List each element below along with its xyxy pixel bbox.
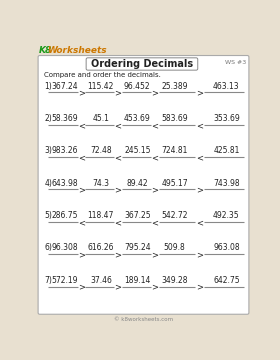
Text: 58.369: 58.369 xyxy=(51,114,78,123)
Text: 6): 6) xyxy=(44,243,52,252)
Text: >: > xyxy=(115,283,122,292)
Text: 495.17: 495.17 xyxy=(161,179,188,188)
Text: 453.69: 453.69 xyxy=(124,114,151,123)
Text: 616.26: 616.26 xyxy=(88,243,114,252)
Text: <: < xyxy=(152,218,159,227)
Text: 642.75: 642.75 xyxy=(213,276,240,285)
Text: 542.72: 542.72 xyxy=(161,211,188,220)
Text: 743.98: 743.98 xyxy=(213,179,240,188)
Text: >: > xyxy=(196,89,203,98)
Text: 349.28: 349.28 xyxy=(161,276,188,285)
Text: >: > xyxy=(152,251,159,260)
Text: 367.24: 367.24 xyxy=(51,82,78,91)
Text: 367.25: 367.25 xyxy=(124,211,151,220)
Text: © k8worksheets.com: © k8worksheets.com xyxy=(114,316,173,321)
Text: 115.42: 115.42 xyxy=(88,82,114,91)
Text: >: > xyxy=(78,186,85,195)
Text: 583.69: 583.69 xyxy=(161,114,188,123)
Text: 45.1: 45.1 xyxy=(92,114,109,123)
Text: 37.46: 37.46 xyxy=(90,276,112,285)
Text: >: > xyxy=(152,283,159,292)
Text: <: < xyxy=(196,121,203,130)
Text: >: > xyxy=(152,186,159,195)
Text: >: > xyxy=(78,251,85,260)
Text: 4): 4) xyxy=(44,179,52,188)
Text: 463.13: 463.13 xyxy=(213,82,240,91)
Text: <: < xyxy=(152,121,159,130)
Text: 795.24: 795.24 xyxy=(124,243,151,252)
Text: >: > xyxy=(196,283,203,292)
Text: 492.35: 492.35 xyxy=(213,211,240,220)
Text: 25.389: 25.389 xyxy=(161,82,188,91)
Text: 3): 3) xyxy=(44,147,52,156)
Text: 286.75: 286.75 xyxy=(51,211,78,220)
Text: <: < xyxy=(78,121,85,130)
FancyBboxPatch shape xyxy=(86,58,198,70)
Text: 118.47: 118.47 xyxy=(88,211,114,220)
Text: 72.48: 72.48 xyxy=(90,147,112,156)
Text: 89.42: 89.42 xyxy=(127,179,148,188)
Text: <: < xyxy=(196,218,203,227)
Text: >: > xyxy=(78,283,85,292)
Text: Ordering Decimals: Ordering Decimals xyxy=(91,59,193,69)
Text: <: < xyxy=(196,153,203,162)
Text: <: < xyxy=(115,121,122,130)
Text: 509.8: 509.8 xyxy=(164,243,185,252)
Text: >: > xyxy=(115,186,122,195)
Text: >: > xyxy=(196,251,203,260)
Text: 189.14: 189.14 xyxy=(124,276,150,285)
Text: 353.69: 353.69 xyxy=(213,114,240,123)
Text: 96.452: 96.452 xyxy=(124,82,151,91)
Text: 2): 2) xyxy=(44,114,52,123)
Text: <: < xyxy=(78,218,85,227)
FancyBboxPatch shape xyxy=(38,55,249,314)
Text: >: > xyxy=(152,89,159,98)
Text: >: > xyxy=(78,89,85,98)
Text: 74.3: 74.3 xyxy=(92,179,109,188)
Text: K8: K8 xyxy=(39,45,52,54)
Text: >: > xyxy=(115,89,122,98)
Text: 5): 5) xyxy=(44,211,52,220)
Text: Worksheets: Worksheets xyxy=(47,45,107,54)
Text: 643.98: 643.98 xyxy=(51,179,78,188)
Text: 724.81: 724.81 xyxy=(161,147,188,156)
Text: <: < xyxy=(78,153,85,162)
Text: 7): 7) xyxy=(44,276,52,285)
Text: >: > xyxy=(115,251,122,260)
Text: 425.81: 425.81 xyxy=(213,147,240,156)
Text: 1): 1) xyxy=(44,82,52,91)
Text: 963.08: 963.08 xyxy=(213,243,240,252)
Text: 96.308: 96.308 xyxy=(51,243,78,252)
Text: >: > xyxy=(196,186,203,195)
Text: 983.26: 983.26 xyxy=(51,147,78,156)
Text: 245.15: 245.15 xyxy=(124,147,151,156)
Text: <: < xyxy=(152,153,159,162)
Text: <: < xyxy=(115,153,122,162)
Text: <: < xyxy=(115,218,122,227)
Text: Compare and order the decimals.: Compare and order the decimals. xyxy=(43,72,160,78)
Text: WS #3: WS #3 xyxy=(225,60,246,65)
Text: 572.19: 572.19 xyxy=(51,276,78,285)
